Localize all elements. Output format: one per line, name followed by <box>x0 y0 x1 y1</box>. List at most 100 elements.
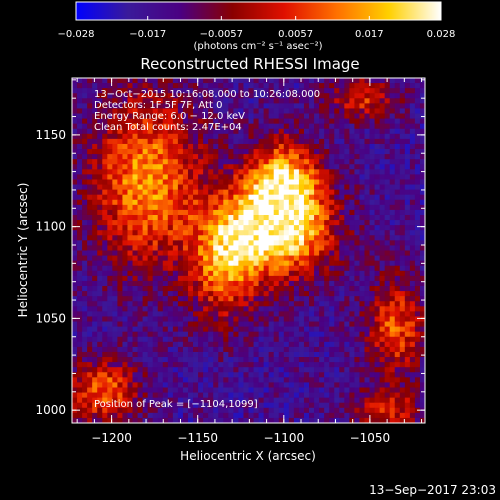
heatmap-cell <box>359 138 365 145</box>
heatmap-cell <box>223 108 229 114</box>
heatmap-cell <box>127 143 133 150</box>
heatmap-cell <box>379 78 386 84</box>
heatmap-cell <box>283 346 290 353</box>
heatmap-cell <box>82 331 88 338</box>
heatmap-cell <box>122 93 128 99</box>
heatmap-cell <box>177 260 184 267</box>
heatmap-cell <box>409 280 416 287</box>
heatmap-cell <box>152 123 159 130</box>
heatmap-cell <box>147 275 154 282</box>
heatmap-cell <box>273 164 280 170</box>
heatmap-cell <box>389 169 396 175</box>
heatmap-cell <box>187 159 194 165</box>
heatmap-cell <box>298 372 305 378</box>
heatmap-cell <box>77 311 83 317</box>
heatmap-cell <box>228 402 234 409</box>
heatmap-cell <box>319 159 325 165</box>
heatmap-cell <box>379 179 386 185</box>
heatmap-cell <box>394 98 401 104</box>
heatmap-cell <box>394 367 401 373</box>
heatmap-cell <box>167 108 174 114</box>
heatmap-cell <box>102 387 108 393</box>
heatmap-cell <box>203 301 209 307</box>
heatmap-cell <box>344 118 350 125</box>
heatmap-cell <box>354 209 360 216</box>
heatmap-cell <box>339 382 345 388</box>
heatmap-cell <box>87 103 93 109</box>
heatmap-cell <box>142 199 149 206</box>
heatmap-cell <box>82 245 88 251</box>
heatmap-cell <box>369 154 375 160</box>
heatmap-cell <box>172 346 179 353</box>
heatmap-cell <box>374 250 381 256</box>
heatmap-cell <box>359 204 365 211</box>
heatmap-cell <box>359 194 365 201</box>
heatmap-cell <box>414 296 421 302</box>
heatmap-cell <box>253 199 259 206</box>
heatmap-cell <box>233 214 239 221</box>
heatmap-cell <box>238 220 244 226</box>
heatmap-cell <box>324 209 330 216</box>
heatmap-cell <box>404 199 411 206</box>
heatmap-cell <box>283 169 290 175</box>
heatmap-cell <box>97 174 103 180</box>
heatmap-cell <box>409 169 416 175</box>
heatmap-cell <box>187 306 194 312</box>
heatmap-cell <box>283 306 290 312</box>
heatmap-cell <box>288 199 295 206</box>
heatmap-cell <box>404 88 411 94</box>
heatmap-cell <box>319 296 325 302</box>
heatmap-cell <box>384 367 391 373</box>
heatmap-cell <box>399 306 406 312</box>
heatmap-cell <box>399 351 406 358</box>
heatmap-cell <box>258 377 265 383</box>
heatmap-cell <box>273 275 280 282</box>
heatmap-cell <box>112 245 118 251</box>
heatmap-cell <box>384 402 391 409</box>
heatmap-cell <box>288 377 295 383</box>
heatmap-cell <box>117 159 123 165</box>
heatmap-cell <box>253 230 259 236</box>
heatmap-cell <box>213 118 219 125</box>
heatmap-cell <box>288 78 295 84</box>
heatmap-cell <box>379 133 386 140</box>
heatmap-cell <box>122 143 128 150</box>
heatmap-cell <box>394 108 401 114</box>
heatmap-cell <box>354 118 360 125</box>
heatmap-cell <box>329 286 335 292</box>
heatmap-cell <box>147 291 154 297</box>
heatmap-cell <box>208 199 214 206</box>
heatmap-cell <box>278 214 285 221</box>
heatmap-cell <box>97 103 103 109</box>
heatmap-cell <box>334 306 340 312</box>
heatmap-cell <box>253 357 259 363</box>
heatmap-cell <box>97 164 103 170</box>
heatmap-cell <box>324 159 330 165</box>
heatmap-cell <box>177 123 184 130</box>
heatmap-cell <box>324 417 330 424</box>
heatmap-cell <box>339 326 345 333</box>
heatmap-cell <box>399 341 406 348</box>
heatmap-cell <box>213 149 219 155</box>
heatmap-cell <box>389 118 396 125</box>
heatmap-cell <box>208 402 214 409</box>
heatmap-cell <box>384 362 391 368</box>
heatmap-cell <box>339 255 345 262</box>
heatmap-cell <box>253 189 259 196</box>
heatmap-cell <box>142 164 149 170</box>
heatmap-cell <box>258 118 265 125</box>
heatmap-cell <box>414 149 421 155</box>
heatmap-cell <box>187 199 194 206</box>
heatmap-cell <box>187 209 194 216</box>
heatmap-cell <box>127 387 133 393</box>
heatmap-cell <box>112 189 118 196</box>
heatmap-cell <box>404 357 411 363</box>
heatmap-cell <box>349 179 355 185</box>
heatmap-cell <box>253 326 259 333</box>
heatmap-cell <box>369 199 375 206</box>
heatmap-cell <box>319 255 325 262</box>
heatmap-cell <box>409 331 416 338</box>
heatmap-cell <box>419 296 426 302</box>
heatmap-cell <box>359 306 365 312</box>
heatmap-cell <box>203 326 209 333</box>
